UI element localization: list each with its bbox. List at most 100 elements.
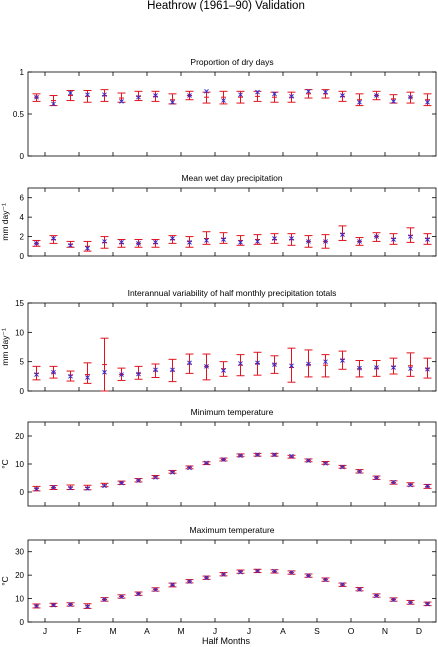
observed-point [340,358,345,363]
panel-4: Minimum temperature °C 0 10 20 [0,407,437,507]
observed-point [170,470,175,475]
observed-point [136,478,141,483]
x-tick-label: M [109,626,116,636]
observed-point [68,485,73,491]
observed-point [85,245,90,251]
observed-point [374,475,379,481]
observed-point [119,240,124,245]
observed-point [204,460,209,466]
observed-point [357,99,362,105]
observed-point [323,359,328,365]
observed-point [323,461,328,466]
axes-frame [27,539,437,623]
x-tick-label: N [382,626,388,636]
observed-point [68,602,73,608]
observed-point [238,453,243,458]
observed-point [68,90,73,96]
panel-1: Proportion of dry days 0 0.5 1 [13,57,437,161]
observed-point [221,237,226,242]
y-tick-label: 0 [20,152,25,161]
observed-point [323,577,328,583]
y-axis-label: mm day⁻¹ [0,203,10,241]
y-tick-label: 15 [15,299,24,308]
observed-point [34,486,39,492]
observed-point [272,362,277,367]
x-tick-label: J [213,626,217,636]
observed-point [204,364,209,369]
observed-point [340,582,345,587]
y-tick-label: 0 [20,488,25,497]
y-tick-label: 30 [15,548,24,557]
observed-point [221,98,226,103]
observed-point [204,575,209,581]
observed-point [425,366,430,372]
observed-point [391,99,396,104]
observed-point [340,232,345,237]
observed-point [136,371,141,377]
observed-point [204,88,209,94]
observed-point [119,594,124,600]
observed-point [85,92,90,98]
observed-point [119,372,124,377]
figure-title: Heathrow (1961–90) Validation [147,0,305,12]
observed-point [102,597,107,602]
observed-point [289,236,294,241]
panel-title: Maximum temperature [189,525,274,535]
observed-point [34,372,39,377]
observed-point [51,369,56,375]
observed-point [68,242,73,248]
observed-point [306,361,311,367]
observed-point [408,600,413,605]
observed-point [153,475,158,480]
observed-point [340,93,345,98]
y-axis-label: °C [0,459,10,469]
observed-point [255,568,260,574]
observed-point [221,457,226,462]
x-tick-label: A [280,626,286,636]
observed-point [340,464,345,470]
observed-point [51,484,56,490]
observed-point [136,94,141,100]
axes-frame [27,71,437,157]
observed-point [323,239,328,244]
y-tick-label: 6 [20,194,25,203]
x-tick-label: J [247,626,251,636]
observed-point [204,238,209,243]
observed-point [272,91,277,97]
observed-point [374,234,379,239]
x-tick-label: A [144,626,150,636]
panel-title: Proportion of dry days [190,57,273,67]
observed-point [306,239,311,244]
observed-point [153,367,158,373]
x-tick-label: J [43,626,47,636]
observed-point [51,101,56,107]
observed-point [408,94,413,100]
y-tick-label: 0 [20,252,25,261]
x-tick-label: D [416,626,422,636]
observed-point [51,602,56,608]
observed-point [102,239,107,244]
observed-point [187,465,192,471]
observed-point [357,587,362,592]
observed-point [238,569,243,575]
observed-point [187,240,192,245]
observed-point [272,568,277,574]
observed-point [85,604,90,609]
observed-point [374,365,379,370]
observed-point [136,241,141,246]
observed-point [170,367,175,373]
observed-point [289,363,294,369]
observed-point [102,369,107,375]
panel-5: Maximum temperature °C 0 10 20 30 J F M A M J J A S O N D [0,525,437,636]
observed-point [306,88,311,94]
observed-point [187,93,192,98]
observed-point [255,360,260,366]
observed-point [391,365,396,370]
observed-point [102,483,107,489]
observed-point [323,89,328,95]
observed-point [374,593,379,599]
y-tick-label: 5 [20,358,25,367]
observed-point [170,99,175,105]
observed-point [391,237,396,242]
